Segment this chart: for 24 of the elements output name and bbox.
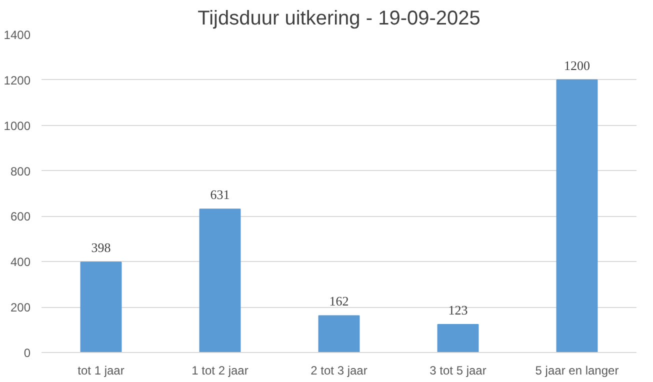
y-tick-label: 1400 bbox=[4, 28, 31, 42]
bar bbox=[199, 208, 241, 352]
data-label: 398 bbox=[91, 240, 111, 256]
y-tick-label: 400 bbox=[10, 255, 31, 270]
x-tick-label: 1 tot 2 jaar bbox=[192, 364, 248, 378]
y-tick-label: 1200 bbox=[4, 73, 31, 88]
x-tick-label: tot 1 jaar bbox=[78, 364, 124, 378]
data-label: 123 bbox=[448, 302, 468, 318]
x-tick-label: 3 tot 5 jaar bbox=[430, 364, 486, 378]
bar bbox=[556, 79, 598, 352]
y-tick-label: 200 bbox=[10, 300, 31, 315]
y-tick-label: 800 bbox=[10, 164, 31, 178]
bar bbox=[318, 315, 360, 352]
y-tick-label: 1000 bbox=[4, 118, 31, 133]
data-label: 162 bbox=[329, 294, 349, 309]
y-tick-label: 0 bbox=[24, 346, 31, 360]
y-tick-label: 600 bbox=[10, 210, 31, 224]
data-label: 1200 bbox=[564, 58, 590, 73]
x-tick-label: 2 tot 3 jaar bbox=[310, 364, 368, 378]
data-label: 631 bbox=[210, 187, 230, 202]
chart-title: Tijdsduur uitkering - 19-09-2025 bbox=[198, 8, 480, 30]
bar bbox=[437, 324, 479, 352]
x-tick-label: 5 jaar en langer bbox=[535, 364, 619, 378]
bar bbox=[80, 262, 122, 352]
